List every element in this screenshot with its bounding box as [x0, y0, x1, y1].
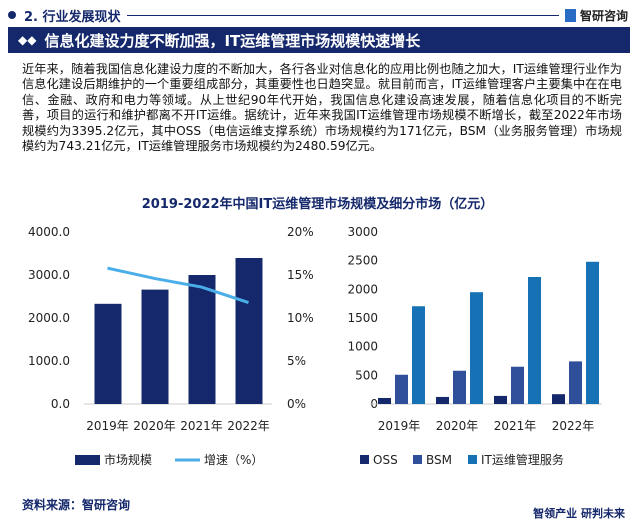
- legend-label: 增速（%）: [204, 453, 263, 467]
- right-x-tick-label: 2020年: [436, 419, 479, 433]
- bar-market-size: [235, 258, 263, 404]
- right-chart-y-tick: 3000: [347, 225, 378, 239]
- bar-BSM: [395, 374, 408, 404]
- bar-OSS: [378, 397, 391, 404]
- legend-label: BSM: [426, 453, 452, 467]
- chart-title: 2019-2022年中国IT运维管理市场规模及细分市场（亿元）: [141, 197, 494, 212]
- right-chart-y-tick: 1000: [347, 340, 378, 354]
- diamond-icon: ◆◆: [18, 33, 37, 47]
- section-header: 2. 行业发展现状 智研咨询: [8, 5, 628, 25]
- right-x-tick-label: 2021年: [494, 419, 537, 433]
- legend-swatch: [468, 455, 477, 464]
- right-chart-y-tick: 500: [355, 368, 378, 382]
- right-chart-y-tick: 2000: [347, 282, 378, 296]
- right-chart-y-tick: 2500: [347, 254, 378, 268]
- bar-market-size: [94, 303, 122, 404]
- left-axis-tick: 3000.0: [28, 268, 70, 282]
- source-note: 资料来源：智研咨询: [22, 498, 131, 512]
- x-tick-label: 2020年: [133, 419, 176, 433]
- left-axis-tick: 4000.0: [28, 225, 70, 239]
- bar-BSM: [511, 366, 524, 404]
- right-x-tick-label: 2019年: [378, 419, 421, 433]
- bar-OSS: [436, 396, 449, 404]
- bar-market-size: [141, 289, 169, 404]
- legend-swatch: [360, 455, 369, 464]
- left-axis-tick: 0.0: [51, 397, 70, 411]
- footer-slogan: 智领产业 研判未来: [533, 507, 625, 520]
- body-paragraph: 近年来，随着我国信息化建设力度的不断加大，各行各业对信息化的应用比例也随之加大，…: [22, 62, 622, 154]
- bar-market-size: [188, 275, 216, 404]
- logo-text: 智研咨询: [579, 8, 628, 23]
- bar-IT运维管理服务: [470, 292, 483, 404]
- legend-swatch: [413, 455, 422, 464]
- x-tick-label: 2021年: [180, 419, 223, 433]
- x-tick-label: 2019年: [86, 419, 129, 433]
- legend-label: 市场规模: [104, 452, 152, 467]
- logo: 智研咨询: [564, 7, 628, 24]
- logo-icon: [564, 8, 576, 22]
- bar-OSS: [494, 395, 507, 404]
- bar-IT运维管理服务: [412, 306, 425, 404]
- section-title: 2. 行业发展现状: [24, 9, 121, 25]
- right-axis-tick: 5%: [287, 354, 306, 368]
- bar-BSM: [453, 370, 466, 404]
- legend-swatch-market: [75, 455, 100, 465]
- legend-label: OSS: [373, 453, 398, 467]
- divider: [126, 14, 559, 16]
- bar-BSM: [569, 361, 582, 404]
- growth-rate-line: [107, 266, 249, 304]
- bullet-icon: [8, 11, 16, 19]
- right-axis-tick: 15%: [287, 268, 314, 282]
- legend-label: IT运维管理服务: [481, 452, 564, 467]
- left-axis-tick: 1000.0: [28, 354, 70, 368]
- banner: ◆◆ 信息化建设力度不断加强，IT运维管理市场规模快速增长: [8, 27, 630, 53]
- right-x-tick-label: 2022年: [552, 419, 595, 433]
- right-axis-tick: 0%: [287, 397, 306, 411]
- right-axis-tick: 10%: [287, 311, 314, 325]
- left-axis-tick: 2000.0: [28, 311, 70, 325]
- right-chart-y-tick: 1500: [347, 311, 378, 325]
- bar-IT运维管理服务: [586, 261, 599, 404]
- right-axis-tick: 20%: [287, 225, 314, 239]
- bar-IT运维管理服务: [528, 277, 541, 404]
- x-tick-label: 2022年: [227, 419, 270, 433]
- bar-OSS: [552, 394, 565, 404]
- banner-title: 信息化建设力度不断加强，IT运维管理市场规模快速增长: [44, 31, 421, 50]
